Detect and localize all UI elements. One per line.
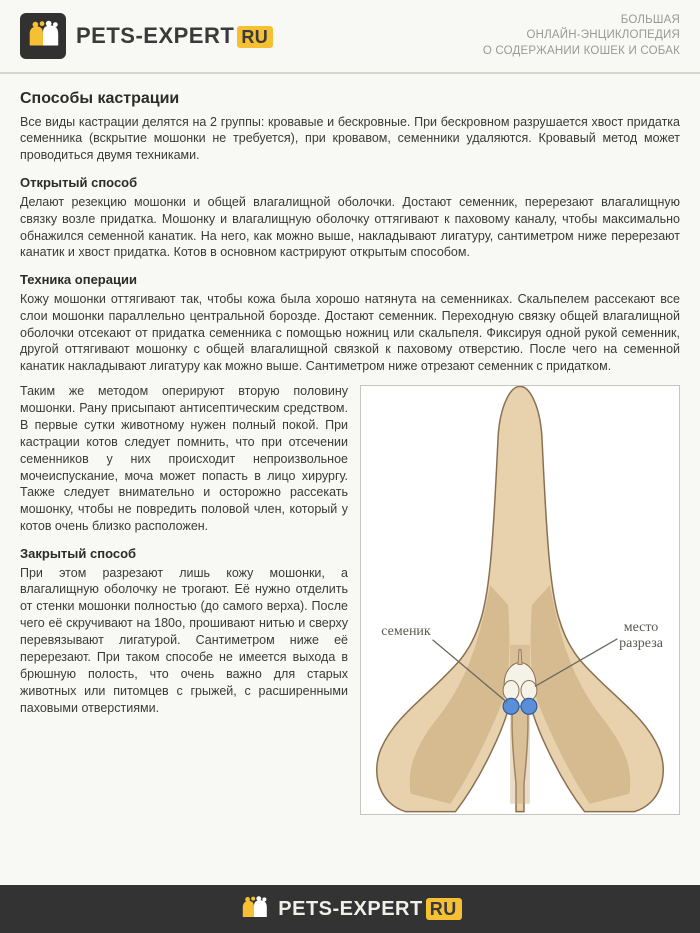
tagline-line1: Большая [483,13,680,29]
heading-open: Открытый способ [20,174,680,192]
heading-technique: Техника операции [20,271,680,289]
brand-name: PETS-EXPERT [76,23,234,48]
tagline-line3: о содержании кошек и собак [483,44,680,60]
article-content: Способы кастрации Все виды кастрации дел… [0,74,700,835]
tagline: Большая онлайн-энциклопедия о содержании… [483,13,680,60]
header: PETS-EXPERTRU Большая онлайн-энциклопеди… [0,0,700,74]
logo-icon [20,13,66,59]
brand-tld: RU [237,26,273,48]
footer-brand-tld: RU [426,898,462,920]
diagram-label-incision: место разреза [611,620,671,651]
footer: PETS-EXPERTRU [0,885,700,933]
article-title: Способы кастрации [20,88,680,110]
paragraph-technique-1: Кожу мошонки оттягивают так, чтобы кожа … [20,291,680,375]
footer-logo-text: PETS-EXPERTRU [278,898,461,921]
footer-logo-icon [238,893,270,925]
logo-block: PETS-EXPERTRU [20,13,273,59]
intro-paragraph: Все виды кастрации делятся на 2 группы: … [20,114,680,165]
logo-text: PETS-EXPERTRU [76,23,273,49]
diagram-label-testis: семеник [371,624,441,639]
anatomy-diagram: семеник место разреза [360,385,680,815]
tagline-line2: онлайн-энциклопедия [483,28,680,44]
footer-brand-name: PETS-EXPERT [278,898,422,920]
paragraph-open: Делают резекцию мошонки и общей влагалищ… [20,194,680,262]
